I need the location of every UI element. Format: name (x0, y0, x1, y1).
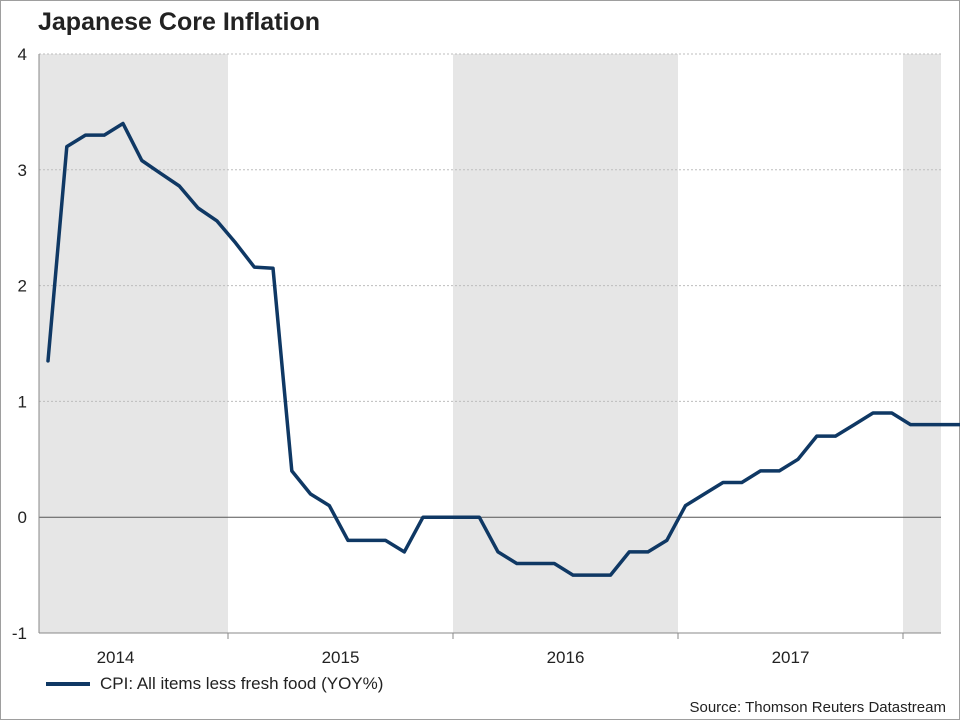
shaded-band-2018 (903, 54, 941, 633)
x-tick-label-2017: 2017 (772, 648, 810, 667)
x-tick-label-2014: 2014 (97, 648, 135, 667)
y-tick-label: 2 (18, 277, 27, 296)
chart-title: Japanese Core Inflation (38, 8, 321, 36)
legend-label: CPI: All items less fresh food (YOY%) (100, 674, 384, 693)
x-tick-label-2016: 2016 (547, 648, 585, 667)
legend: CPI: All items less fresh food (YOY%) (46, 674, 383, 694)
series-line-0 (46, 121, 960, 577)
legend-swatch (46, 682, 90, 686)
y-tick-label: -1 (12, 624, 27, 643)
y-tick-label: 3 (18, 161, 27, 180)
y-tick-label: 4 (18, 45, 27, 64)
shaded-band-2016 (453, 54, 678, 633)
y-tick-label: 0 (18, 508, 27, 527)
shaded-band-2014 (39, 54, 228, 633)
x-tick-label-2015: 2015 (322, 648, 360, 667)
y-tick-label: 1 (18, 392, 27, 411)
source-note: Source: Thomson Reuters Datastream (689, 699, 946, 716)
